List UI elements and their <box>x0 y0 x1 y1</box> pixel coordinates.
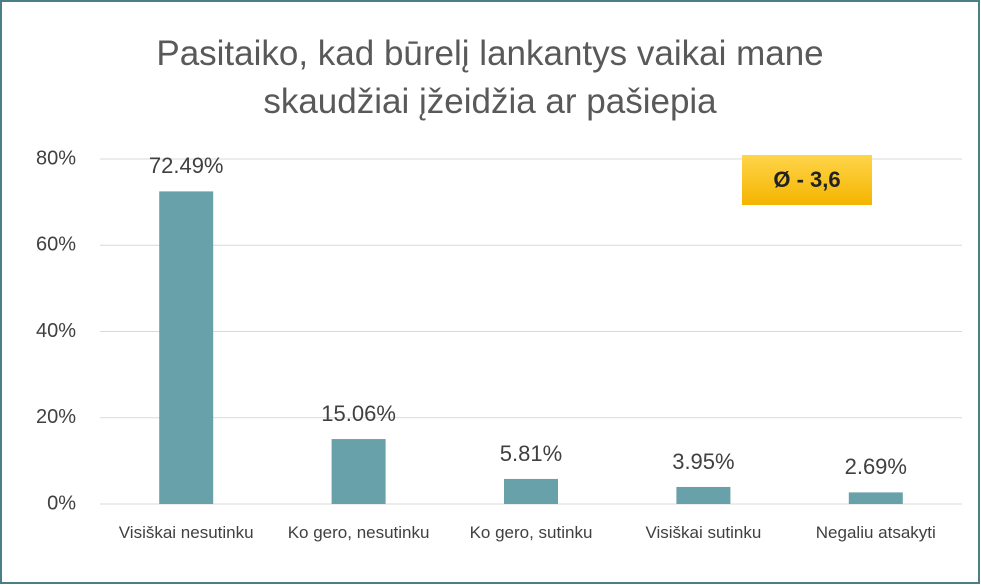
bar <box>676 486 731 504</box>
bar <box>504 478 558 504</box>
x-tick-label: Ko gero, sutinku <box>469 523 593 542</box>
y-tick-label: 20% <box>36 406 76 428</box>
x-tick-label: Negaliu atsakyti <box>815 523 936 542</box>
x-tick-label: Visiškai sutinku <box>645 523 762 542</box>
bar <box>331 439 386 504</box>
y-tick-label: 60% <box>36 234 76 256</box>
data-label: 72.49% <box>149 153 224 178</box>
chart-title: Pasitaiko, kad būrelį lankantys vaikai m… <box>156 34 824 121</box>
y-tick-label: 40% <box>36 320 76 342</box>
y-tick-label: 0% <box>47 492 76 514</box>
data-label: 15.06% <box>321 401 396 426</box>
annotation: Ø - 3,6 <box>742 155 872 205</box>
data-label: 5.81% <box>500 441 562 466</box>
x-tick-label: Ko gero, nesutinku <box>287 523 430 542</box>
x-tick-label: Visiškai nesutinku <box>118 523 254 542</box>
bar <box>159 191 214 504</box>
data-label: 3.95% <box>672 449 734 474</box>
bar <box>848 492 903 504</box>
y-tick-label: 80% <box>36 147 76 169</box>
data-label: 2.69% <box>845 454 907 479</box>
